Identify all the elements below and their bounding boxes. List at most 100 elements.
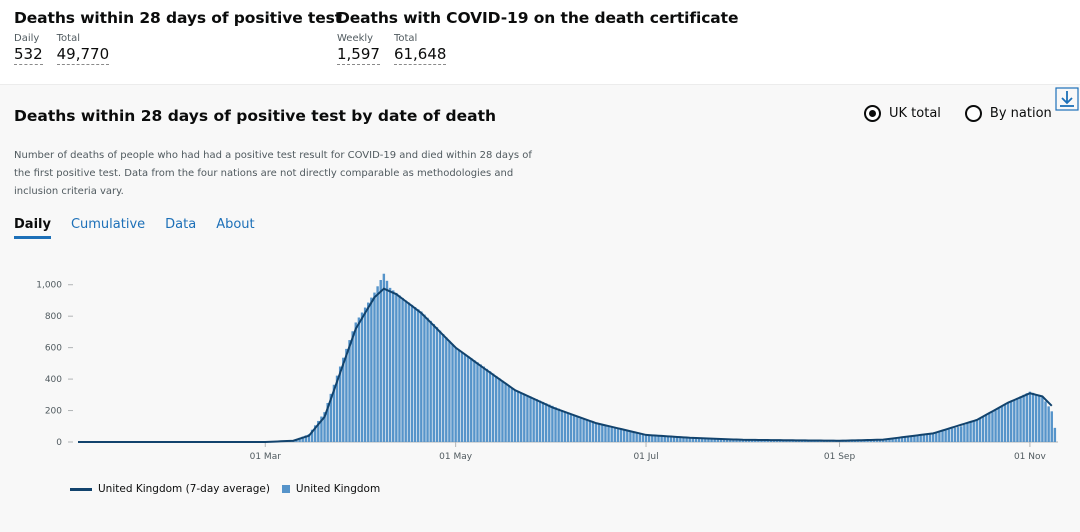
bar-united-kingdom (551, 405, 554, 442)
metric-value[interactable]: 1,597 (337, 45, 380, 65)
bar-united-kingdom (504, 383, 507, 442)
bar-united-kingdom (342, 357, 345, 442)
radio-button[interactable] (964, 105, 982, 122)
bar-united-kingdom (435, 327, 439, 442)
bar-united-kingdom (1038, 395, 1041, 442)
bar-united-kingdom (1022, 394, 1025, 442)
bar-united-kingdom (632, 432, 635, 442)
bar-united-kingdom (888, 439, 891, 442)
metric-value[interactable]: 532 (14, 45, 43, 65)
legend-label: United Kingdom (7-day average) (98, 483, 270, 495)
bar-united-kingdom (420, 311, 423, 442)
metric-total[interactable]: Total 61,648 (393, 33, 447, 65)
bar-united-kingdom (953, 427, 957, 442)
bar-united-kingdom (925, 434, 929, 442)
bar-united-kingdom (582, 419, 585, 442)
bar-united-kingdom (629, 431, 632, 442)
bar-united-kingdom (729, 439, 732, 442)
bar-united-kingdom (432, 324, 436, 442)
bar-united-kingdom (613, 427, 617, 442)
bar-united-kingdom (760, 440, 763, 442)
bar-united-kingdom (782, 440, 785, 442)
bar-united-kingdom (376, 286, 379, 442)
bar-united-kingdom (548, 404, 551, 442)
bar-united-kingdom (345, 348, 348, 442)
bar-united-kingdom (1031, 392, 1035, 442)
bar-united-kingdom (725, 439, 729, 442)
bar-united-kingdom (585, 420, 588, 442)
bar-united-kingdom (523, 394, 526, 442)
headline-title: Deaths with COVID-19 on the death certif… (337, 9, 739, 27)
bar-united-kingdom (875, 439, 879, 442)
bar-united-kingdom (722, 439, 726, 442)
bar-united-kingdom (960, 426, 963, 442)
bar-united-kingdom (694, 437, 698, 442)
bar-united-kingdom (1025, 393, 1028, 442)
bar-united-kingdom (460, 351, 464, 442)
bar-united-kingdom (763, 440, 766, 442)
tab-cumulative[interactable]: Cumulative (70, 217, 146, 232)
bar-united-kingdom (641, 434, 645, 442)
bar-united-kingdom (916, 435, 919, 442)
download-icon[interactable] (1055, 87, 1079, 111)
metric-weekly[interactable]: Weekly 1,597 (337, 33, 380, 65)
metric-total[interactable]: Total 49,770 (56, 33, 110, 65)
bar-united-kingdom (441, 334, 445, 442)
tab-about[interactable]: About (216, 217, 255, 232)
bar-united-kingdom (910, 436, 913, 442)
bar-united-kingdom (997, 408, 1000, 442)
bar-united-kingdom (544, 403, 548, 442)
bar-united-kingdom (700, 438, 704, 442)
bar-united-kingdom (332, 384, 336, 442)
bar-united-kingdom (310, 429, 314, 442)
bar-united-kingdom (897, 438, 901, 442)
y-tick-label: 800 (45, 312, 62, 322)
bar-united-kingdom (413, 307, 417, 442)
legend-label: United Kingdom (295, 483, 381, 495)
bar-united-kingdom (1003, 404, 1007, 442)
bar-united-kingdom (451, 344, 454, 442)
bar-united-kingdom (476, 362, 479, 442)
metric-label: Total (393, 33, 418, 44)
bar-united-kingdom (928, 433, 932, 442)
bar-united-kingdom (482, 366, 485, 442)
bar-united-kingdom (972, 420, 975, 442)
line-7-day-average (78, 287, 1053, 443)
bar-united-kingdom (604, 425, 607, 442)
bar-united-kingdom (301, 436, 304, 442)
bar-united-kingdom (398, 295, 401, 442)
bar-united-kingdom (950, 428, 954, 442)
bar-united-kingdom (326, 403, 329, 442)
radio-uk-total[interactable]: UK total (864, 105, 941, 122)
bar-united-kingdom (750, 439, 754, 442)
bar-united-kingdom (576, 417, 579, 442)
headline-death-certificate: Deaths with COVID-19 on the death certif… (337, 9, 738, 65)
bar-united-kingdom (470, 358, 473, 442)
legend-item-average: United Kingdom (7-day average) (70, 483, 270, 495)
bar-united-kingdom (713, 438, 716, 442)
bar-united-kingdom (526, 395, 529, 442)
bar-united-kingdom (719, 438, 723, 442)
radio-by-nation[interactable]: By nation (964, 105, 1052, 122)
tab-data[interactable]: Data (165, 217, 197, 232)
bar-united-kingdom (878, 439, 882, 442)
area-radio-group: UK total By nation (864, 105, 1052, 122)
tab-daily[interactable]: Daily (14, 217, 51, 239)
bar-united-kingdom (913, 436, 916, 442)
bar-united-kingdom (988, 413, 991, 442)
bar-united-kingdom (516, 391, 520, 442)
bar-united-kingdom (538, 400, 542, 442)
bar-united-kingdom (947, 429, 950, 442)
bar-united-kingdom (978, 417, 982, 442)
bar-united-kingdom (320, 416, 323, 442)
bar-united-kingdom (688, 437, 691, 442)
bar-united-kingdom (769, 440, 773, 442)
chart-card: Deaths within 28 days of positive test b… (0, 84, 1080, 532)
bar-united-kingdom (513, 390, 517, 442)
metric-value[interactable]: 61,648 (393, 45, 447, 65)
radio-button[interactable] (864, 105, 881, 122)
metric-daily[interactable]: Daily 532 (14, 33, 43, 65)
metric-value[interactable]: 49,770 (56, 45, 110, 65)
bar-united-kingdom (407, 302, 411, 442)
bar-united-kingdom (426, 317, 429, 442)
